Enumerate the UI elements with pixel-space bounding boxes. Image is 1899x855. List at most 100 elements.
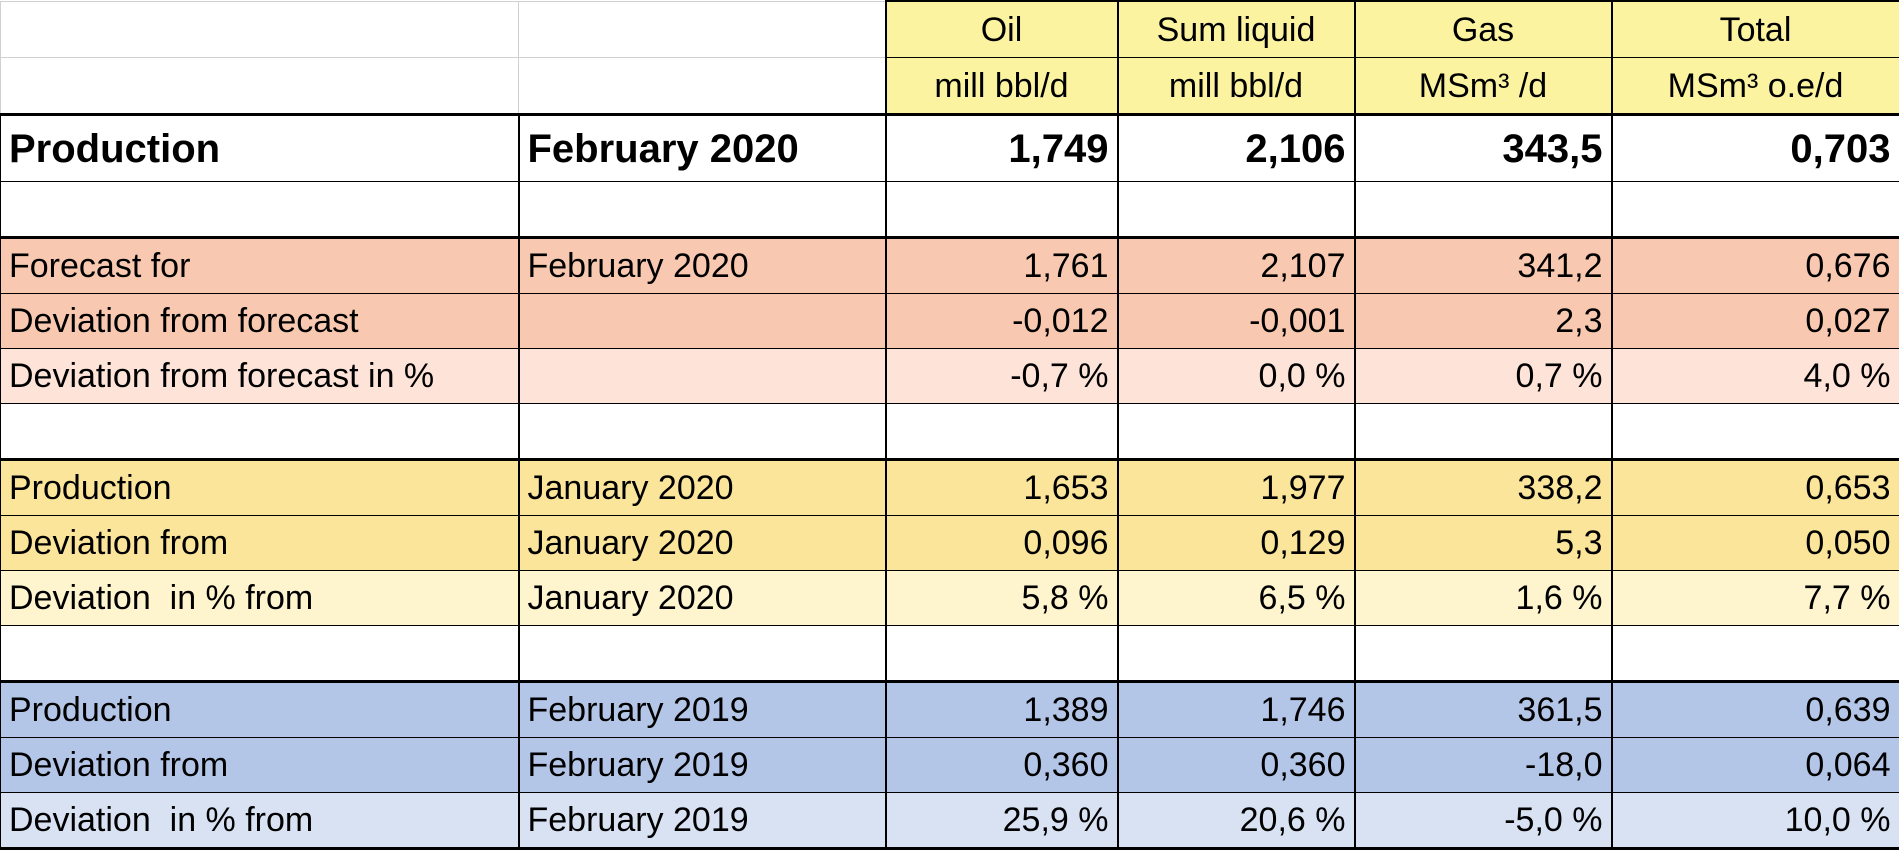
header-gas[interactable]: Gas — [1353, 0, 1612, 58]
empty-cell[interactable] — [517, 625, 886, 682]
empty-cell[interactable] — [1116, 181, 1355, 238]
row-period[interactable] — [517, 293, 886, 349]
cell-sum-liquid[interactable]: 0,360 — [1116, 737, 1355, 793]
cell-gas[interactable]: -5,0 % — [1353, 792, 1612, 850]
cell-gas[interactable]: -18,0 — [1353, 737, 1612, 793]
empty-cell[interactable] — [1353, 403, 1612, 460]
cell-gas[interactable]: 1,6 % — [1353, 570, 1612, 626]
row-period[interactable]: February 2019 — [517, 737, 886, 793]
row-period[interactable]: February 2019 — [517, 680, 886, 738]
header-sum-liquid[interactable]: Sum liquid — [1116, 0, 1355, 58]
table-row: Deviation from forecast -0,012 -0,001 2,… — [0, 293, 1899, 349]
empty-cell[interactable] — [1116, 625, 1355, 682]
cell-total[interactable]: 0,639 — [1610, 680, 1899, 738]
production-label[interactable]: Production — [0, 113, 519, 182]
cell-sum-liquid[interactable]: 20,6 % — [1116, 792, 1355, 850]
unit-gas[interactable]: MSm³ /d — [1353, 57, 1612, 115]
table-row: Production February 2019 1,389 1,746 361… — [0, 680, 1899, 738]
empty-cell[interactable] — [1610, 625, 1899, 682]
cell-sum-liquid[interactable]: 0,0 % — [1116, 348, 1355, 404]
production-sum-liquid[interactable]: 2,106 — [1116, 113, 1355, 182]
cell-oil[interactable]: -0,7 % — [884, 348, 1118, 404]
row-period[interactable]: February 2020 — [517, 236, 886, 294]
cell-gas[interactable]: 338,2 — [1353, 458, 1612, 516]
production-period[interactable]: February 2020 — [517, 113, 886, 182]
row-period[interactable] — [517, 348, 886, 404]
row-label[interactable]: Deviation from — [0, 737, 519, 793]
row-label[interactable]: Deviation in % from — [0, 792, 519, 850]
unit-sum-liquid[interactable]: mill bbl/d — [1116, 57, 1355, 115]
table-row: Deviation in % from January 2020 5,8 % 6… — [0, 570, 1899, 626]
cell-sum-liquid[interactable]: 2,107 — [1116, 236, 1355, 294]
cell-gas[interactable]: 341,2 — [1353, 236, 1612, 294]
cell-total[interactable]: 0,676 — [1610, 236, 1899, 294]
table-row: Deviation from forecast in % -0,7 % 0,0 … — [0, 348, 1899, 404]
row-period[interactable]: February 2019 — [517, 792, 886, 850]
empty-cell[interactable] — [0, 403, 519, 460]
cell-total[interactable]: 0,027 — [1610, 293, 1899, 349]
header-total[interactable]: Total — [1610, 0, 1899, 58]
header-blank-cell[interactable] — [0, 57, 519, 115]
empty-cell[interactable] — [884, 403, 1118, 460]
cell-gas[interactable]: 361,5 — [1353, 680, 1612, 738]
empty-cell[interactable] — [517, 403, 886, 460]
header-row-names: Oil Sum liquid Gas Total — [0, 0, 1899, 58]
empty-cell[interactable] — [0, 625, 519, 682]
row-period[interactable]: January 2020 — [517, 515, 886, 571]
header-blank-cell[interactable] — [0, 0, 519, 58]
header-blank-cell[interactable] — [518, 57, 886, 115]
row-label[interactable]: Production — [0, 458, 519, 516]
cell-gas[interactable]: 5,3 — [1353, 515, 1612, 571]
cell-total[interactable]: 0,050 — [1610, 515, 1899, 571]
cell-oil[interactable]: 25,9 % — [884, 792, 1118, 850]
cell-sum-liquid[interactable]: 1,977 — [1116, 458, 1355, 516]
cell-oil[interactable]: 1,653 — [884, 458, 1118, 516]
empty-cell[interactable] — [884, 181, 1118, 238]
header-blank-cell[interactable] — [518, 0, 886, 58]
unit-total[interactable]: MSm³ o.e/d — [1610, 57, 1899, 115]
empty-cell[interactable] — [1353, 625, 1612, 682]
empty-cell[interactable] — [1610, 403, 1899, 460]
empty-cell[interactable] — [884, 625, 1118, 682]
row-label[interactable]: Deviation in % from — [0, 570, 519, 626]
cell-total[interactable]: 4,0 % — [1610, 348, 1899, 404]
spacer-row — [0, 403, 1899, 460]
cell-sum-liquid[interactable]: 0,129 — [1116, 515, 1355, 571]
empty-cell[interactable] — [1116, 403, 1355, 460]
row-label[interactable]: Production — [0, 680, 519, 738]
cell-oil[interactable]: 1,389 — [884, 680, 1118, 738]
cell-gas[interactable]: 0,7 % — [1353, 348, 1612, 404]
cell-gas[interactable]: 2,3 — [1353, 293, 1612, 349]
production-gas[interactable]: 343,5 — [1353, 113, 1612, 182]
empty-cell[interactable] — [1353, 181, 1612, 238]
cell-oil[interactable]: 1,761 — [884, 236, 1118, 294]
cell-sum-liquid[interactable]: 6,5 % — [1116, 570, 1355, 626]
cell-oil[interactable]: -0,012 — [884, 293, 1118, 349]
production-total[interactable]: 0,703 — [1610, 113, 1899, 182]
row-period[interactable]: January 2020 — [517, 458, 886, 516]
cell-sum-liquid[interactable]: -0,001 — [1116, 293, 1355, 349]
row-period[interactable]: January 2020 — [517, 570, 886, 626]
cell-oil[interactable]: 0,360 — [884, 737, 1118, 793]
unit-oil[interactable]: mill bbl/d — [884, 57, 1118, 115]
cell-oil[interactable]: 0,096 — [884, 515, 1118, 571]
cell-oil[interactable]: 5,8 % — [884, 570, 1118, 626]
table-row: Deviation from January 2020 0,096 0,129 … — [0, 515, 1899, 571]
cell-sum-liquid[interactable]: 1,746 — [1116, 680, 1355, 738]
table-row: Deviation in % from February 2019 25,9 %… — [0, 792, 1899, 850]
row-label[interactable]: Deviation from forecast in % — [0, 348, 519, 404]
header-oil[interactable]: Oil — [884, 0, 1118, 58]
cell-total[interactable]: 0,653 — [1610, 458, 1899, 516]
row-label[interactable]: Forecast for — [0, 236, 519, 294]
row-label[interactable]: Deviation from — [0, 515, 519, 571]
empty-cell[interactable] — [1610, 181, 1899, 238]
cell-total[interactable]: 0,064 — [1610, 737, 1899, 793]
cell-total[interactable]: 7,7 % — [1610, 570, 1899, 626]
cell-total[interactable]: 10,0 % — [1610, 792, 1899, 850]
row-label[interactable]: Deviation from forecast — [0, 293, 519, 349]
empty-cell[interactable] — [517, 181, 886, 238]
production-oil[interactable]: 1,749 — [884, 113, 1118, 182]
empty-cell[interactable] — [0, 181, 519, 238]
